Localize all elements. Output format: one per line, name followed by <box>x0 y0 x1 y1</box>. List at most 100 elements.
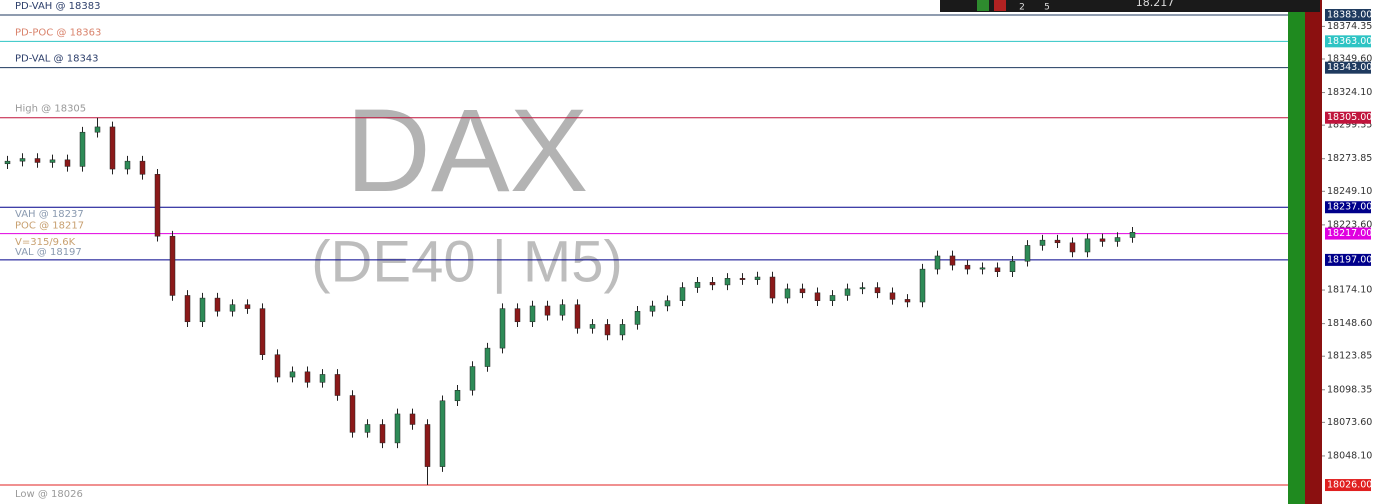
candle-body <box>754 276 761 280</box>
price-tag: 18026.00 <box>1327 480 1372 491</box>
watermark: DAX <box>346 85 589 217</box>
candle-body <box>514 308 521 323</box>
candle-body <box>1084 238 1091 253</box>
toolbar-button[interactable]: 5 <box>1044 3 1050 13</box>
level-label: PD-VAH @ 18383 <box>15 1 100 12</box>
y-tick-label: 18349.60 <box>1327 53 1372 64</box>
candle-body <box>1024 245 1031 262</box>
candle-body <box>454 389 461 402</box>
candle-body <box>319 374 326 383</box>
price-tag-bg <box>1325 479 1371 492</box>
candle-body <box>184 295 191 323</box>
y-tick-label: 18299.35 <box>1327 120 1372 131</box>
candle-body <box>484 347 491 367</box>
candle-body <box>829 295 836 301</box>
level-label: VAH @ 18237 <box>15 209 84 220</box>
price-tag: 18383.00 <box>1327 10 1372 21</box>
candle-body <box>649 305 656 312</box>
candle-body <box>814 292 821 301</box>
candle-body <box>769 276 776 299</box>
dom-bar-green <box>1288 0 1305 504</box>
price-tag: 18197.00 <box>1327 254 1372 265</box>
price-tag-bg <box>1325 201 1371 214</box>
toolbar-price: 18.217 <box>1136 0 1175 9</box>
candle-body <box>1114 237 1121 242</box>
candle-body <box>49 159 56 163</box>
price-tag-bg <box>1325 111 1371 124</box>
candle-body <box>619 324 626 336</box>
price-tag: 18305.00 <box>1327 112 1372 123</box>
candle-body <box>139 160 146 175</box>
candle-body <box>679 287 686 301</box>
candle-body <box>904 299 911 303</box>
price-tag: 18363.00 <box>1327 36 1372 47</box>
candle-body <box>589 324 596 329</box>
candle-body <box>709 282 716 286</box>
price-tag-bg <box>1325 35 1371 48</box>
candle-body <box>229 304 236 312</box>
y-tick-label: 18374.35 <box>1327 21 1372 32</box>
candle-body <box>949 255 956 266</box>
candle-body <box>34 158 41 163</box>
candle-body <box>4 160 11 165</box>
candle-body <box>409 413 416 425</box>
candle-body <box>559 304 566 316</box>
candle-body <box>739 278 746 280</box>
price-tag: 18237.00 <box>1327 202 1372 213</box>
price-tag: 18217.00 <box>1327 228 1372 239</box>
candle-body <box>529 305 536 323</box>
candle-body <box>574 304 581 329</box>
candle-body <box>1099 238 1106 242</box>
y-tick-label: 18249.10 <box>1327 186 1372 197</box>
candle-body <box>964 264 971 270</box>
candle-body <box>214 297 221 312</box>
candle-body <box>604 324 611 336</box>
y-tick-label: 18273.85 <box>1327 153 1372 164</box>
candle-body <box>439 400 446 467</box>
price-tag-bg <box>1325 227 1371 240</box>
candle-body <box>499 308 506 349</box>
y-tick-label: 18048.10 <box>1327 450 1372 461</box>
level-label: High @ 18305 <box>15 104 86 115</box>
candle-body <box>259 308 266 355</box>
candle-body <box>1039 239 1046 246</box>
candle-body <box>94 126 101 133</box>
candle-body <box>844 288 851 296</box>
candle-body <box>349 395 356 433</box>
candle-body <box>1129 232 1136 238</box>
candle-body <box>199 297 206 323</box>
candle-body <box>784 288 791 299</box>
price-tag: 18343.00 <box>1327 62 1372 73</box>
candle-body <box>424 424 431 467</box>
candle-body <box>1069 242 1076 253</box>
candle-body <box>1009 260 1016 272</box>
toolbar-button[interactable]: 2 <box>1019 3 1025 13</box>
watermark-sub: (DE40 | M5) <box>311 229 623 294</box>
y-tick-label: 18073.60 <box>1327 417 1372 428</box>
candle-body <box>109 126 116 170</box>
level-label: Low @ 18026 <box>15 489 83 500</box>
y-tick-label: 18324.10 <box>1327 87 1372 98</box>
candle-body <box>934 255 941 270</box>
toolbar-button[interactable] <box>977 0 989 11</box>
y-tick-label: 18098.35 <box>1327 384 1372 395</box>
dom-bar-red <box>1305 0 1322 504</box>
candle-body <box>64 159 71 167</box>
toolbar-button[interactable] <box>994 0 1006 11</box>
level-label: POC @ 18217 <box>15 221 84 232</box>
candle-body <box>394 413 401 444</box>
candle-body <box>799 288 806 294</box>
candle-body <box>304 371 311 383</box>
candle-body <box>919 268 926 303</box>
candle-body <box>859 287 866 290</box>
candle-body <box>289 371 296 378</box>
level-label: PD-VAL @ 18343 <box>15 54 99 65</box>
level-label: PD-POC @ 18363 <box>15 27 101 38</box>
y-tick-label: 18123.85 <box>1327 351 1372 362</box>
candle-body <box>889 292 896 300</box>
candle-body <box>79 131 86 167</box>
level-label: VAL @ 18197 <box>15 247 82 258</box>
